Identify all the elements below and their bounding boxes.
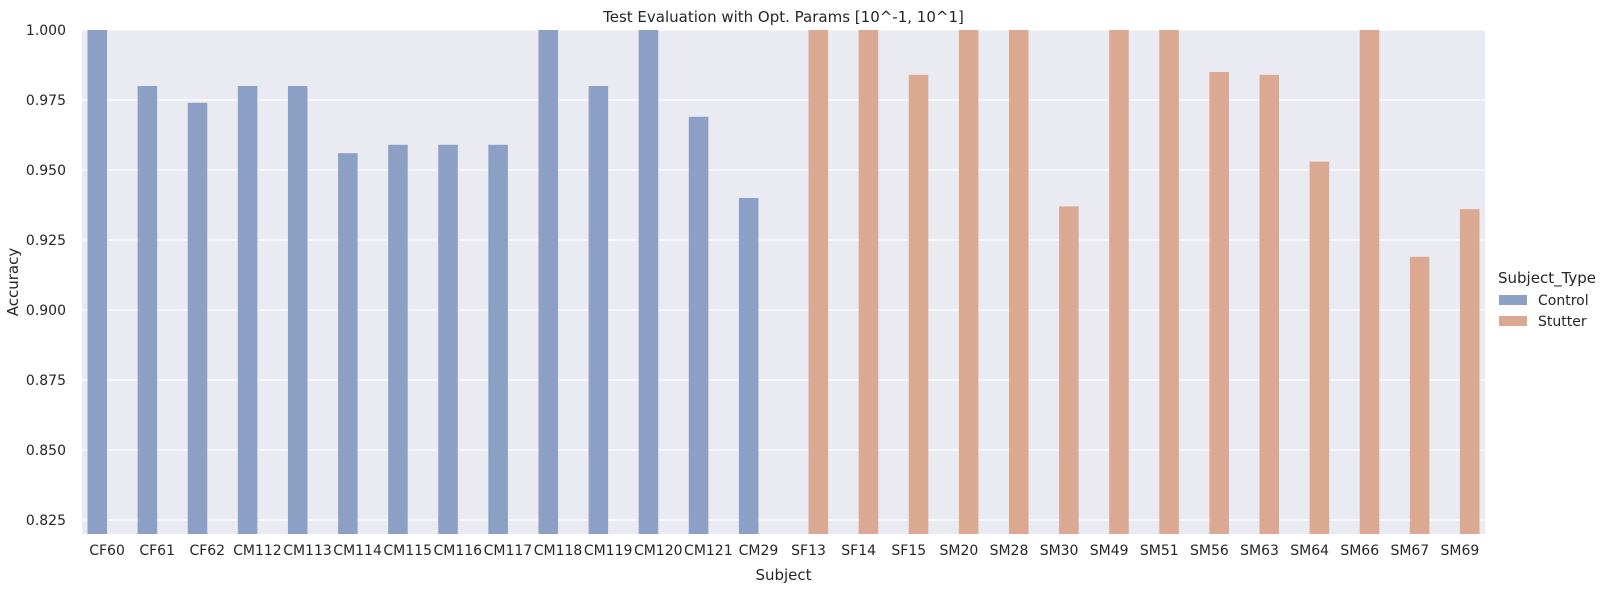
x-tick-label: SM69 bbox=[1441, 543, 1480, 559]
x-tick-label: CM115 bbox=[383, 543, 432, 559]
bar-stutter-sm49 bbox=[1109, 30, 1129, 534]
x-tick-label: CF61 bbox=[139, 543, 175, 559]
bar-stutter-sf14 bbox=[858, 30, 879, 534]
x-tick-label: SM66 bbox=[1340, 543, 1379, 559]
legend-label-stutter: Stutter bbox=[1538, 314, 1587, 330]
bar-control-cm116 bbox=[438, 144, 458, 535]
x-tick-label: CM121 bbox=[684, 543, 733, 559]
x-tick-label: CM113 bbox=[283, 543, 332, 559]
bar-stutter-sm69 bbox=[1459, 209, 1480, 534]
x-tick-label: CM118 bbox=[534, 543, 583, 559]
bar-control-cm29 bbox=[738, 198, 759, 534]
bars bbox=[87, 30, 1480, 535]
bar-control-cm115 bbox=[388, 144, 408, 535]
x-tick-label: SM49 bbox=[1090, 543, 1129, 559]
legend-label-control: Control bbox=[1538, 293, 1589, 309]
x-tick-label: SM63 bbox=[1240, 543, 1279, 559]
chart-title: Test Evaluation with Opt. Params [10^-1,… bbox=[602, 8, 964, 26]
bar-control-cm117 bbox=[488, 144, 508, 535]
bar-stutter-sf13 bbox=[808, 30, 829, 534]
x-tick-label: SM28 bbox=[990, 543, 1029, 559]
bar-control-cf62 bbox=[187, 102, 208, 535]
bar-stutter-sm30 bbox=[1059, 206, 1079, 534]
bar-control-cm119 bbox=[588, 86, 609, 534]
y-tick-label: 0.875 bbox=[26, 373, 66, 389]
bar-stutter-sf15 bbox=[908, 74, 929, 535]
y-tick-label: 0.900 bbox=[26, 303, 66, 319]
x-axis-title: Subject bbox=[755, 566, 811, 584]
y-tick-label: 0.975 bbox=[26, 93, 66, 109]
bar-control-cm120 bbox=[638, 30, 659, 534]
y-tick-label: 0.825 bbox=[26, 513, 66, 529]
x-tick-label: CM114 bbox=[333, 543, 382, 559]
y-tick-label: 0.950 bbox=[26, 163, 66, 179]
x-tick-label: SF13 bbox=[791, 543, 826, 559]
x-tick-label: SM56 bbox=[1190, 543, 1229, 559]
bar-control-cm112 bbox=[237, 86, 258, 534]
bar-stutter-sm28 bbox=[1008, 30, 1029, 534]
gridlines bbox=[82, 29, 1485, 521]
x-tick-label: SM20 bbox=[939, 543, 978, 559]
x-tick-label: CM29 bbox=[739, 543, 779, 559]
x-tick-label: SM64 bbox=[1290, 543, 1329, 559]
y-axis-title: Accuracy bbox=[4, 248, 22, 317]
x-tick-label: CM117 bbox=[484, 543, 533, 559]
x-tick-label: SM67 bbox=[1390, 543, 1429, 559]
bar-stutter-sm66 bbox=[1359, 30, 1380, 534]
bar-stutter-sm63 bbox=[1259, 74, 1280, 535]
x-tick-label: CF62 bbox=[189, 543, 225, 559]
bar-control-cm113 bbox=[287, 86, 308, 534]
x-tick-label: CM112 bbox=[233, 543, 282, 559]
y-tick-label: 1.000 bbox=[26, 23, 66, 39]
bar-control-cf60 bbox=[87, 30, 108, 534]
x-axis-ticks: CF60 CF61 CF62 CM112 CM113 CM114 CM115 CM116 CM1… bbox=[89, 543, 1479, 559]
bar-stutter-sm56 bbox=[1209, 72, 1229, 534]
bar-stutter-sm67 bbox=[1409, 256, 1430, 534]
bar-stutter-sm64 bbox=[1309, 161, 1330, 534]
x-tick-label: CM116 bbox=[434, 543, 483, 559]
y-tick-label: 0.925 bbox=[26, 233, 66, 249]
x-tick-label: SF15 bbox=[891, 543, 926, 559]
legend-title: Subject_Type bbox=[1498, 269, 1596, 288]
x-tick-label: CM120 bbox=[634, 543, 683, 559]
y-tick-label: 0.850 bbox=[26, 443, 66, 459]
legend-swatch-control bbox=[1499, 295, 1527, 305]
x-tick-label: SF14 bbox=[841, 543, 876, 559]
x-tick-label: SM51 bbox=[1140, 543, 1179, 559]
bar-control-cf61 bbox=[137, 86, 158, 534]
legend: Subject_Type Control Stutter bbox=[1498, 269, 1596, 330]
legend-swatch-stutter bbox=[1499, 316, 1527, 326]
y-axis-ticks: 0.825 0.850 0.875 0.900 0.925 0.950 0.975 1.000 bbox=[26, 23, 66, 529]
bar-control-cm118 bbox=[538, 30, 559, 534]
bar-stutter-sm20 bbox=[958, 30, 979, 534]
bar-stutter-sm51 bbox=[1159, 30, 1179, 534]
bar-control-cm114 bbox=[338, 153, 358, 534]
x-tick-label: CF60 bbox=[89, 543, 125, 559]
x-tick-label: SM30 bbox=[1040, 543, 1079, 559]
x-tick-label: CM119 bbox=[584, 543, 633, 559]
bar-control-cm121 bbox=[688, 116, 709, 535]
